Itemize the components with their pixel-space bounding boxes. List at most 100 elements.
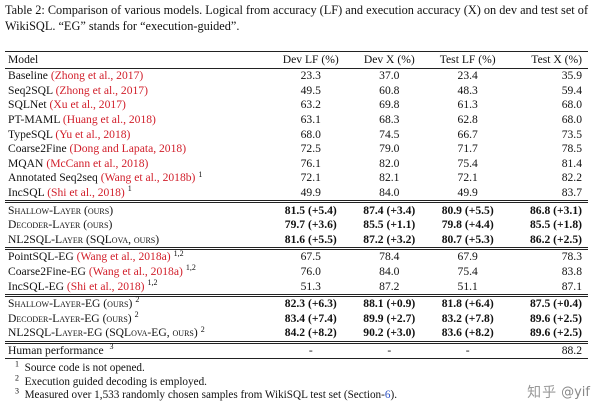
footnote-1: 1 Source code is not opened. [15, 359, 145, 374]
value-cell: 78.5 [561, 142, 582, 156]
model-name-cell: IncSQL (Shi et al., 2018) 1 [8, 184, 132, 200]
model-name-cell: NL2SQL-Layer (SQLova, ours) [8, 232, 160, 246]
value-cell: 82.2 [561, 171, 582, 185]
value-cell: 80.7 (+5.3) [441, 232, 494, 246]
value-cell: 69.8 [379, 98, 400, 112]
table-header-row: Model Dev LF (%) Dev X (%) Test LF (%) T… [5, 51, 588, 69]
footnote-marker: 1,2 [185, 263, 196, 273]
table-row: IncSQL (Shi et al., 2018) 1 49.9 84.0 49.9 83… [5, 184, 588, 202]
value-cell: 81.8 (+6.4) [427, 293, 509, 312]
value-cell: 48.3 [457, 83, 478, 97]
citation-link[interactable]: (Yu et al., 2018) [55, 127, 131, 141]
model-name-cell: Decoder-Layer-EG (ours) 2 [8, 309, 139, 325]
citation-link[interactable]: (Shi et al., 2018) [66, 279, 145, 293]
header-dev-x: Dev X (%) [351, 51, 428, 69]
zhihu-logo: 知乎 [527, 385, 558, 401]
value-cell: 71.7 [457, 142, 478, 156]
value-cell: 63.1 [300, 113, 321, 127]
value-cell: 90.2 (+3.0) [363, 326, 416, 340]
value-cell: 87.1 [561, 279, 582, 293]
value-cell: 86.8 (+3.1) [508, 200, 588, 218]
model-name-cell: PointSQL-EG (Wang et al., 2018a) 1,2 [5, 247, 271, 265]
value-cell: 68.0 [561, 98, 582, 112]
value-cell: 84.0 [379, 186, 400, 200]
model-name-cell: Baseline (Zhong et al., 2017) [8, 69, 144, 83]
value-cell: 84.2 (+8.2) [284, 326, 337, 340]
watermark: 知乎 @yif [527, 382, 590, 402]
value-cell: 63.2 [300, 98, 321, 112]
value-cell: 68.0 [561, 113, 582, 127]
value-cell: 88.1 (+0.9) [351, 293, 428, 312]
footnote-3: 3 Measured over 1,533 randomly chosen sa… [15, 386, 397, 401]
footnote-marker: 1,2 [173, 248, 184, 258]
value-cell: 60.8 [379, 83, 400, 97]
model-name-cell: Coarse2Fine-EG (Wang et al., 2018a) 1,2 [8, 263, 196, 279]
citation-link[interactable]: (Xu et al., 2017) [49, 98, 126, 112]
model-name-cell: SQLNet (Xu et al., 2017) [8, 98, 126, 112]
value-cell: 59.4 [561, 83, 582, 97]
value-cell: 83.2 (+7.8) [441, 311, 494, 325]
value-cell: 84.0 [379, 265, 400, 279]
citation-link[interactable]: (Dong and Lapata, 2018) [69, 142, 187, 156]
value-cell: 72.1 [457, 171, 478, 185]
citation-link[interactable]: (Wang et al., 2018b) [100, 171, 196, 185]
header-test-lf: Test LF (%) [427, 51, 509, 69]
value-cell: 72.5 [300, 142, 321, 156]
value-cell: 82.1 [379, 171, 400, 185]
header-test-x: Test X (%) [508, 51, 588, 69]
citation-link[interactable]: (Wang et al., 2018a) [76, 250, 171, 264]
value-cell: 88.2 [508, 340, 588, 360]
value-cell: 81.5 (+5.4) [270, 200, 352, 218]
model-name-cell: NL2SQL-Layer-EG (SQLova-EG, ours) 2 [8, 324, 205, 340]
value-cell: 75.4 [457, 156, 478, 170]
model-name-cell: Annotated Seq2seq (Wang et al., 2018b) 1 [8, 169, 203, 185]
table-row: Seq2SQL (Zhong et al., 2017) 49.5 60.8 48.3… [5, 84, 588, 99]
table-row: NL2SQL-Layer-EG (SQLova-EG, ours) 2 84.2 (… [5, 324, 588, 342]
value-cell: 51.1 [457, 279, 478, 293]
value-cell: 83.8 [561, 265, 582, 279]
value-cell: - [351, 340, 428, 360]
model-name-cell: MQAN (McCann et al., 2018) [8, 156, 149, 170]
table-row: SQLNet (Xu et al., 2017) 63.2 69.8 61.3 68.0 [5, 98, 588, 113]
citation-link[interactable]: (McCann et al., 2018) [46, 156, 149, 170]
table-row: MQAN (McCann et al., 2018) 76.1 82.0 75.4 81… [5, 157, 588, 172]
table-row: Baseline (Zhong et al., 2017) 23.3 37.0 23.… [5, 69, 588, 84]
table-row: Coarse2Fine (Dong and Lapata, 2018) 72.5 7… [5, 142, 588, 157]
value-cell: 79.0 [379, 142, 400, 156]
citation-link[interactable]: (Shi et al., 2018) [47, 186, 125, 200]
section-link[interactable]: 6 [384, 389, 391, 401]
model-name-cell: Seq2SQL (Zhong et al., 2017) [8, 83, 148, 97]
table-row: PT-MAML (Huang et al., 2018) 63.1 68.3 62.8… [5, 113, 588, 128]
table-row: NL2SQL-Layer (SQLova, ours) 81.6 (+5.5) 87… [5, 233, 588, 249]
value-cell: 87.5 (+0.4) [508, 293, 588, 312]
value-cell: 89.6 (+2.5) [529, 311, 582, 325]
footnotes: 1 Source code is not opened. 2 Execution… [15, 359, 397, 403]
value-cell: 86.2 (+2.5) [529, 232, 582, 246]
model-name-cell: Coarse2Fine (Dong and Lapata, 2018) [8, 142, 187, 156]
table-row: Annotated Seq2seq (Wang et al., 2018b) 1 7… [5, 169, 588, 186]
value-cell: 23.3 [300, 69, 321, 83]
citation-link[interactable]: (Wang et al., 2018a) [88, 265, 183, 279]
watermark-handle: @yif [561, 384, 590, 400]
table-caption: Table 2: Comparison of various models. L… [5, 3, 589, 33]
footnote-2: 2 Execution guided decoding is employed. [15, 372, 207, 388]
footnote-marker: 1 [127, 184, 132, 194]
citation-link[interactable]: (Huang et al., 2018) [62, 113, 156, 127]
citation-link[interactable]: (Zhong et al., 2017) [55, 83, 148, 97]
value-cell: 83.4 (+7.4) [284, 311, 337, 325]
value-cell: 85.5 (+1.1) [363, 218, 416, 232]
value-cell: 51.3 [300, 279, 321, 293]
value-cell: 83.7 [561, 186, 582, 200]
value-cell: 82.0 [379, 156, 400, 170]
value-cell: 76.1 [300, 156, 321, 170]
citation-link[interactable]: (Zhong et al., 2017) [50, 69, 144, 83]
model-name-cell: Human performance 3 [5, 340, 271, 360]
results-table: Model Dev LF (%) Dev X (%) Test LF (%) T… [5, 51, 588, 360]
value-cell: 74.5 [379, 127, 400, 141]
model-name-cell: Decoder-Layer (ours) [8, 218, 113, 232]
value-cell: 62.8 [457, 113, 478, 127]
model-name-cell: TypeSQL (Yu et al., 2018) [8, 127, 131, 141]
value-cell: 23.4 [457, 69, 478, 83]
value-cell: 79.7 (+3.6) [284, 218, 337, 232]
table-row: Shallow-Layer-EG (ours) 2 82.3 (+6.3) 88.1 … [5, 293, 588, 312]
